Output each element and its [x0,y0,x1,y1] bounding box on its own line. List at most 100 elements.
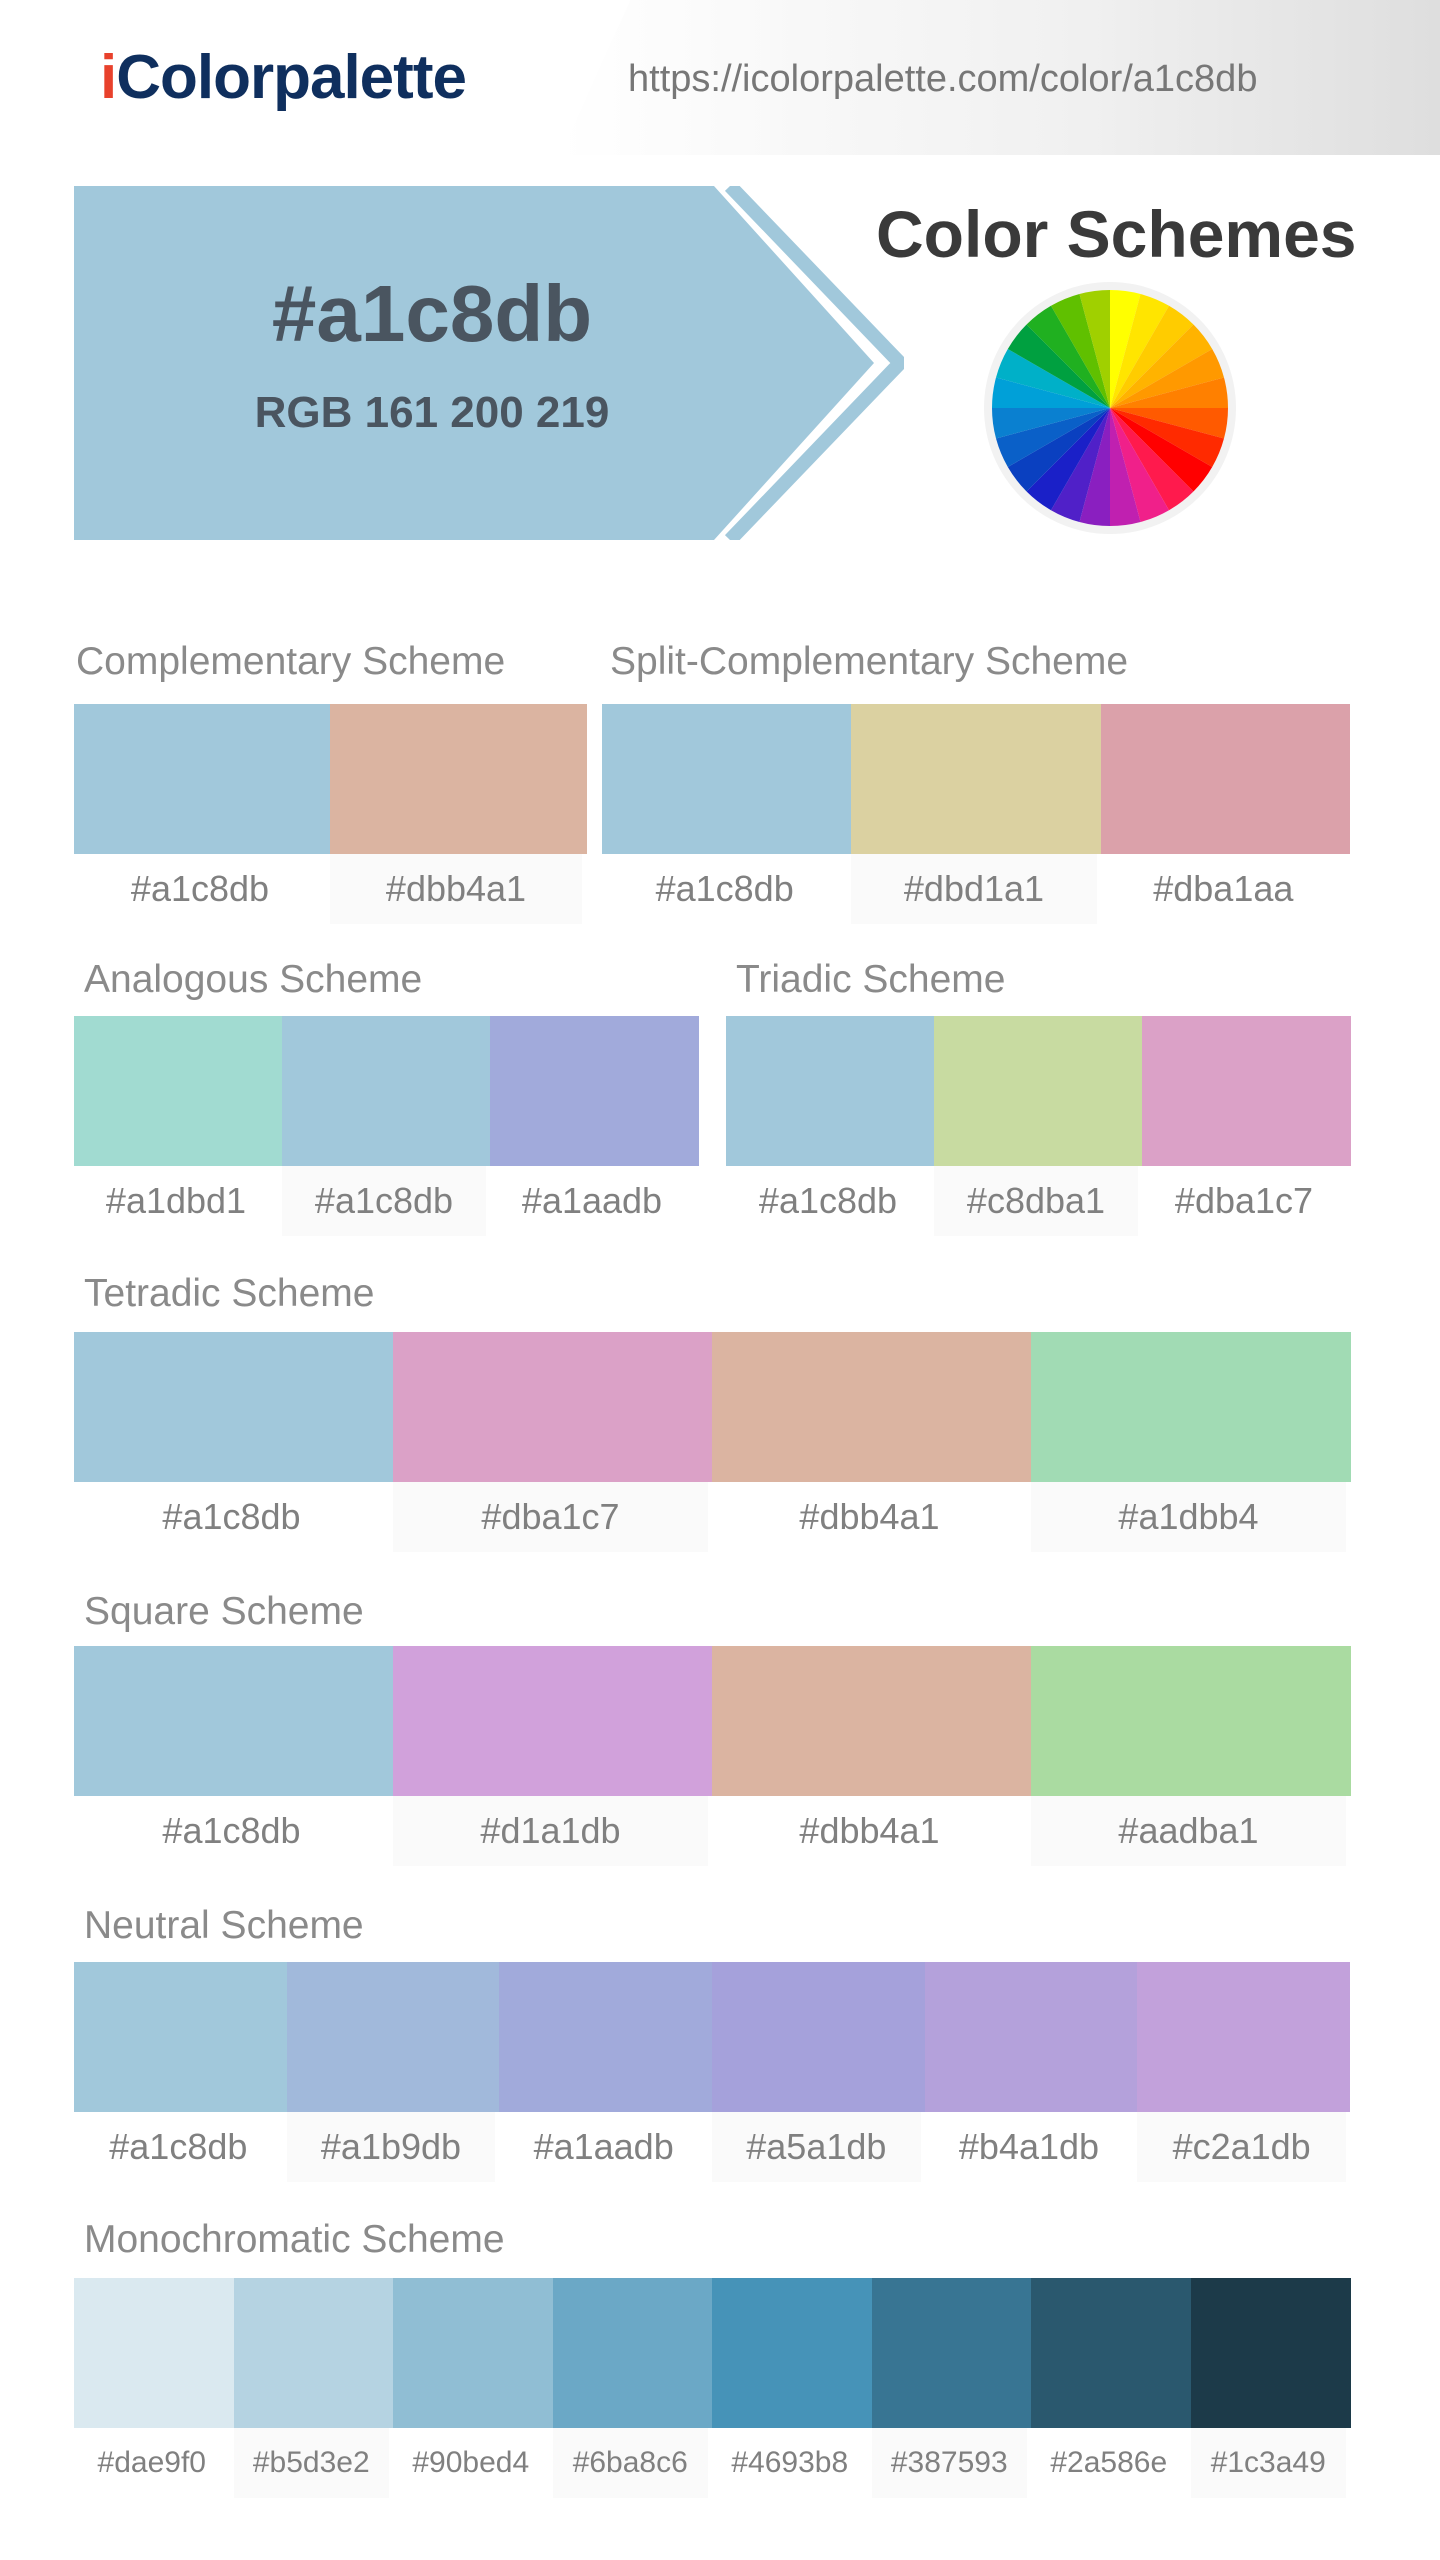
tetradic-swatch[interactable] [1031,1332,1351,1482]
monochromatic-swatch-label[interactable]: #4693b8 [712,2428,868,2498]
square-swatch-label[interactable]: #d1a1db [393,1796,708,1866]
color-wheel-icon [984,282,1236,534]
split-complementary-scheme-title: Split-Complementary Scheme [610,640,1129,683]
triadic-swatch[interactable] [934,1016,1143,1166]
neutral-swatch-label[interactable]: #b4a1db [924,2112,1134,2182]
monochromatic-swatch[interactable] [712,2278,872,2428]
site-url[interactable]: https://icolorpalette.com/color/a1c8db [628,58,1258,100]
tetradic-swatch[interactable] [74,1332,394,1482]
color-wheel-slice [1079,290,1110,408]
color-wheel-slice [992,377,1110,408]
complementary-swatch[interactable] [74,704,331,854]
monochromatic-swatch-label[interactable]: #dae9f0 [74,2428,230,2498]
tetradic-swatch[interactable] [712,1332,1032,1482]
complementary-swatch-label[interactable]: #a1c8db [74,854,326,924]
complementary-scheme-title: Complementary Scheme [76,640,506,683]
color-wheel-slice [996,408,1110,467]
square-scheme-title: Square Scheme [84,1590,364,1633]
color-schemes-title: Color Schemes [876,197,1357,271]
color-wheel-slice [1110,377,1228,408]
triadic-swatch-label[interactable]: #a1c8db [726,1166,930,1236]
monochromatic-swatch-label[interactable]: #1c3a49 [1190,2428,1346,2498]
monochromatic-swatch[interactable] [1031,2278,1191,2428]
tetradic-swatch-label[interactable]: #dba1c7 [393,1482,708,1552]
neutral-swatch[interactable] [924,1962,1138,2112]
monochromatic-swatch-label[interactable]: #387593 [871,2428,1027,2498]
analogous-swatch[interactable] [490,1016,699,1166]
monochromatic-swatch[interactable] [233,2278,394,2428]
triadic-swatch[interactable] [1142,1016,1351,1166]
color-wheel-slice [1110,408,1141,526]
square-swatch[interactable] [1031,1646,1351,1796]
square-swatch[interactable] [393,1646,713,1796]
monochromatic-swatch-label[interactable]: #90bed4 [393,2428,549,2498]
color-wheel-slice [1110,408,1169,522]
complementary-swatch-label[interactable]: #dbb4a1 [330,854,582,924]
analogous-scheme-title: Analogous Scheme [84,958,423,1001]
color-wheel-slice [1110,294,1169,408]
hero-chevron [724,186,904,540]
color-wheel-slice [1026,408,1110,511]
analogous-swatch-label[interactable]: #a1aadb [490,1166,694,1236]
color-wheel-slice [1051,294,1110,408]
color-wheel-slice [1007,324,1110,408]
tetradic-swatch-label[interactable]: #a1dbb4 [1031,1482,1346,1552]
split-complementary-swatch[interactable] [1100,704,1351,854]
square-swatch-label[interactable]: #aadba1 [1031,1796,1346,1866]
triadic-swatch-label[interactable]: #c8dba1 [934,1166,1138,1236]
neutral-swatch-label[interactable]: #a1c8db [74,2112,283,2182]
header-background [560,0,1440,155]
monochromatic-scheme-title: Monochromatic Scheme [84,2218,505,2261]
analogous-swatch[interactable] [74,1016,283,1166]
color-wheel-slice [1026,305,1110,408]
neutral-swatch-label[interactable]: #a1b9db [286,2112,496,2182]
color-wheel-slice [1110,305,1194,408]
analogous-swatch[interactable] [282,1016,491,1166]
logo-text: Colorpalette [116,43,467,112]
triadic-swatch-label[interactable]: #dba1c7 [1142,1166,1346,1236]
hero-color-shape [74,186,874,540]
split-complementary-swatch-label[interactable]: #dbd1a1 [851,854,1097,924]
split-complementary-swatch[interactable] [851,704,1102,854]
monochromatic-swatch-label[interactable]: #6ba8c6 [552,2428,708,2498]
tetradic-swatch[interactable] [393,1332,713,1482]
monochromatic-swatch[interactable] [393,2278,553,2428]
logo-i: i [100,43,117,112]
neutral-scheme-title: Neutral Scheme [84,1904,364,1947]
split-complementary-swatch-label[interactable]: #a1c8db [602,854,848,924]
square-swatch[interactable] [712,1646,1032,1796]
triadic-swatch[interactable] [726,1016,935,1166]
site-logo[interactable]: iColorpalette [100,42,467,113]
neutral-swatch[interactable] [74,1962,288,2112]
monochromatic-swatch-label[interactable]: #2a586e [1031,2428,1187,2498]
monochromatic-swatch[interactable] [552,2278,713,2428]
color-wheel-slice [1007,408,1110,492]
square-swatch-label[interactable]: #a1c8db [74,1796,389,1866]
neutral-swatch-label[interactable]: #a1aadb [499,2112,708,2182]
neutral-swatch-label[interactable]: #c2a1db [1137,2112,1346,2182]
monochromatic-swatch[interactable] [74,2278,234,2428]
color-wheel-slice [1110,408,1224,467]
neutral-swatch[interactable] [712,1962,926,2112]
tetradic-swatch-label[interactable]: #dbb4a1 [712,1482,1027,1552]
analogous-swatch-label[interactable]: #a1c8db [282,1166,486,1236]
square-swatch-label[interactable]: #dbb4a1 [712,1796,1027,1866]
neutral-swatch[interactable] [1137,1962,1351,2112]
neutral-swatch-label[interactable]: #a5a1db [712,2112,921,2182]
monochromatic-swatch[interactable] [1190,2278,1351,2428]
color-wheel-slice [1110,349,1224,408]
color-wheel-slice [1079,408,1110,526]
complementary-swatch[interactable] [330,704,587,854]
color-wheel-slice [1110,408,1228,439]
monochromatic-swatch-label[interactable]: #b5d3e2 [233,2428,389,2498]
tetradic-swatch-label[interactable]: #a1c8db [74,1482,389,1552]
analogous-swatch-label[interactable]: #a1dbd1 [74,1166,278,1236]
split-complementary-swatch[interactable] [602,704,852,854]
hero-color-banner [74,186,904,540]
monochromatic-swatch[interactable] [871,2278,1032,2428]
split-complementary-swatch-label[interactable]: #dba1aa [1100,854,1346,924]
neutral-swatch[interactable] [286,1962,500,2112]
neutral-swatch[interactable] [499,1962,713,2112]
square-swatch[interactable] [74,1646,394,1796]
color-wheel-slice [1110,408,1213,492]
